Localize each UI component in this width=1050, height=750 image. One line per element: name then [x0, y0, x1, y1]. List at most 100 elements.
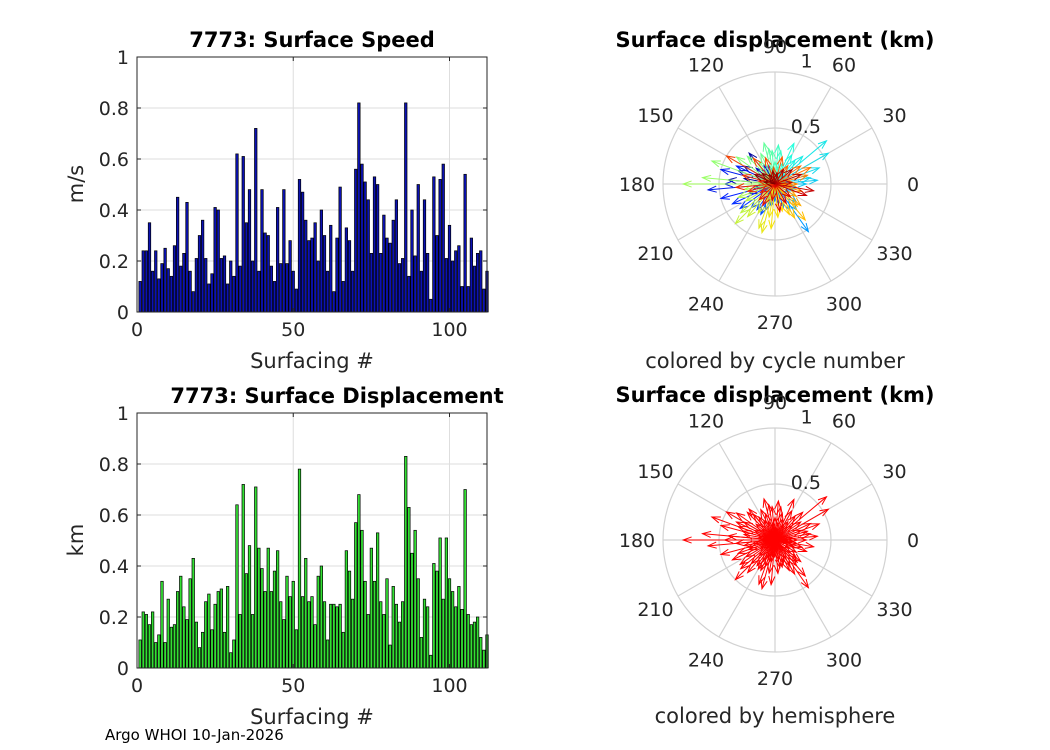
bar	[366, 614, 370, 669]
bar	[254, 486, 258, 669]
bar	[372, 580, 377, 669]
vector-head	[744, 193, 755, 202]
bar	[232, 639, 236, 669]
bar	[260, 189, 264, 313]
bar	[247, 545, 252, 669]
vector-head	[719, 548, 730, 556]
bar	[291, 270, 295, 313]
bar	[401, 601, 405, 669]
vector-head	[819, 508, 830, 517]
vector-head	[801, 531, 812, 539]
vector	[753, 513, 776, 541]
bar	[213, 207, 217, 313]
angle-label: 0	[907, 174, 919, 196]
bar	[213, 603, 217, 669]
vector-head	[706, 541, 717, 549]
vector-head	[766, 147, 774, 158]
bar	[191, 557, 195, 669]
bar	[229, 260, 233, 313]
bar	[444, 537, 448, 669]
vector-head	[710, 160, 721, 168]
bar	[151, 270, 155, 313]
bar	[341, 281, 345, 313]
vector-head	[762, 535, 773, 543]
bar	[188, 270, 192, 313]
bar	[138, 639, 142, 669]
angle-label: 60	[832, 54, 856, 76]
vector-head	[788, 180, 799, 188]
bar	[369, 547, 373, 669]
bar	[263, 591, 267, 669]
vector-head	[746, 563, 756, 574]
bar	[457, 586, 461, 669]
vector	[771, 183, 776, 201]
vector-head	[774, 499, 782, 510]
vector-head	[801, 175, 812, 183]
vector-head	[788, 536, 799, 544]
bar	[335, 237, 339, 313]
bar	[454, 250, 458, 313]
bar	[313, 624, 317, 669]
vector	[740, 183, 776, 214]
bar	[388, 242, 392, 313]
bar	[454, 606, 458, 669]
bar	[469, 237, 473, 313]
bar	[479, 637, 483, 669]
vector-head	[735, 165, 746, 173]
bar	[310, 596, 314, 669]
vector-head	[819, 152, 830, 161]
vector-head	[810, 167, 821, 175]
bar	[197, 235, 202, 313]
vector	[774, 177, 811, 185]
bar	[247, 189, 252, 313]
vector	[774, 183, 791, 198]
y-tick-label: 0.2	[99, 251, 129, 273]
bar	[210, 629, 214, 669]
vector	[732, 183, 776, 205]
vector-head	[734, 571, 744, 581]
x-tick-label: 0	[131, 319, 143, 341]
vector-head	[782, 179, 794, 187]
vector-head	[801, 166, 812, 175]
surface-speed-chart: 7773: Surface Speed Surfacing # m/s 0 50 1…	[64, 28, 489, 373]
bar	[160, 263, 164, 313]
bar	[216, 591, 220, 669]
y-tick-label: 0.6	[99, 505, 129, 527]
vector-head	[787, 545, 798, 554]
vector-head	[783, 168, 794, 178]
bar	[476, 253, 480, 313]
bar	[435, 235, 439, 313]
vector	[754, 174, 776, 185]
angle-label: 330	[876, 243, 912, 265]
bar	[235, 504, 239, 669]
vector	[770, 539, 776, 585]
bar	[141, 611, 145, 669]
x-tick-label: 0	[131, 675, 143, 697]
vector	[774, 155, 804, 185]
vector	[774, 183, 814, 192]
bar	[379, 601, 383, 669]
angle-label: 30	[882, 461, 906, 483]
vector-head	[774, 558, 782, 570]
vector-head	[746, 155, 756, 165]
bar	[463, 173, 467, 313]
vector-head	[701, 174, 712, 182]
bar	[413, 255, 417, 313]
vector-head	[757, 535, 768, 543]
vector	[774, 182, 792, 185]
x-tick-label: 50	[281, 675, 305, 697]
vector	[774, 166, 811, 185]
vector	[737, 183, 776, 198]
vector-head	[761, 196, 770, 207]
bar	[472, 265, 477, 313]
angle-label: 0	[907, 530, 919, 552]
vector	[732, 539, 776, 561]
radial-label: 0.5	[791, 472, 821, 494]
vector-head	[787, 498, 795, 509]
vector-head	[757, 204, 766, 215]
vector-head	[731, 197, 742, 205]
vector-head	[681, 536, 692, 544]
bar	[194, 621, 198, 669]
bar	[391, 219, 395, 313]
bar	[351, 598, 355, 669]
